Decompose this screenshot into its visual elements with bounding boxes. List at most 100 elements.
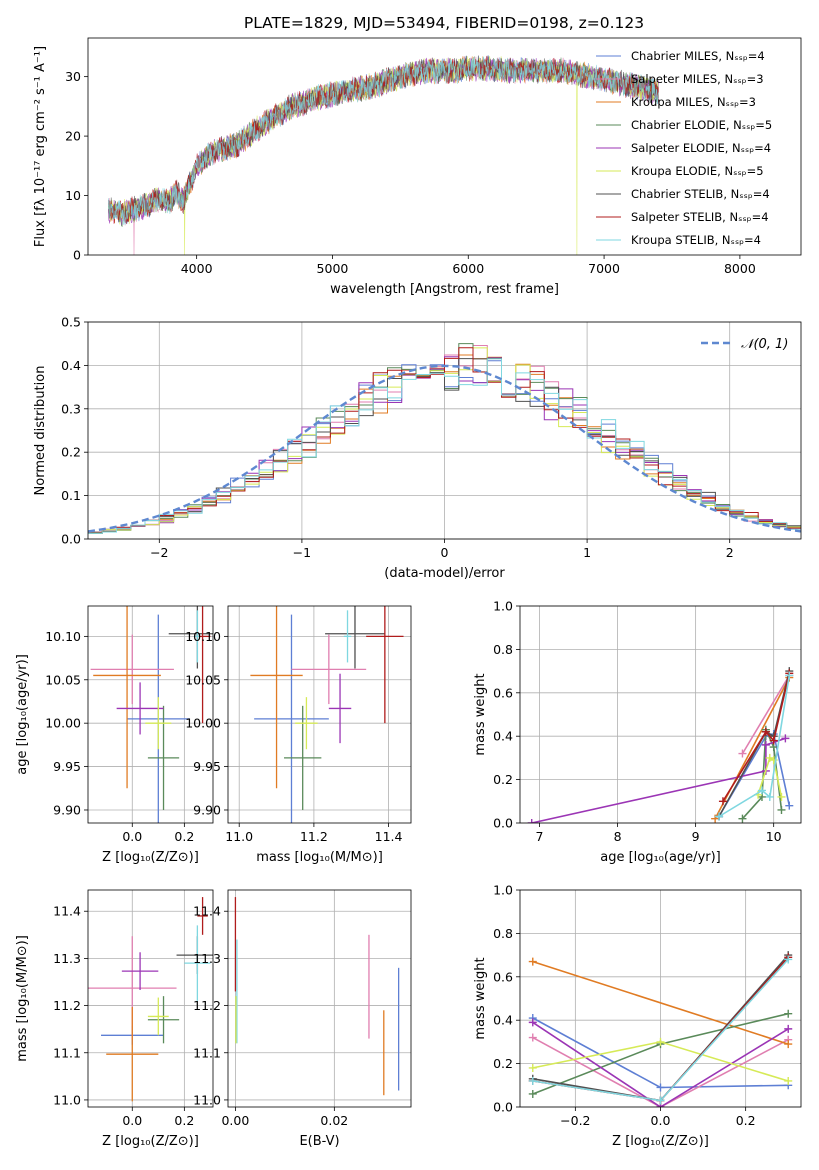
ticks: 11.0 11.2 11.4 9.90 9.95 10.00 10.05 10.10 (185, 629, 402, 844)
plot-area (88, 897, 213, 1102)
x-tick-label: 0.0 (122, 1113, 142, 1128)
y-tick-label: 10.05 (45, 672, 81, 687)
error-bar-point (194, 610, 200, 663)
weight-line (741, 674, 790, 755)
y-tick-label: 30 (65, 69, 81, 84)
axis-frame (87, 889, 214, 1108)
ticks: 4000 5000 6000 7000 8000 0 10 20 30 (65, 69, 756, 276)
ticks: 0.0 0.2 9.90 9.95 10.00 10.05 10.10 (45, 629, 194, 844)
plot-area (90, 606, 213, 823)
legend-label: Salpeter STELIB, Nₛₛₚ=4 (631, 210, 769, 224)
weight-line (718, 732, 791, 817)
y-tick-label: 11.3 (53, 951, 81, 966)
panel-age-vs-mass: 11.0 11.2 11.4 9.90 9.95 10.00 10.05 10.10 mass … (185, 605, 412, 865)
weight-marker (761, 740, 770, 749)
legend-label: Chabrier MILES, Nₛₛₚ=4 (631, 49, 765, 63)
legend-label: Chabrier ELODIE, Nₛₛₚ=5 (631, 118, 772, 132)
weight-line (532, 1021, 789, 1107)
y-tick-label: 0.4 (61, 358, 81, 373)
x-tick-label: 2 (726, 545, 734, 560)
x-axis-label: mass [log₁₀(M/M⊙)] (256, 850, 383, 865)
weight-marker (715, 812, 724, 821)
y-axis-label: mass [log₁₀(M/M⊙)] (15, 935, 30, 1062)
x-axis-label: (data-model)/error (384, 566, 505, 581)
x-tick-label: 8 (614, 829, 622, 844)
weight-line (532, 960, 789, 1045)
plot-area (528, 951, 793, 1107)
weight-line (757, 756, 783, 798)
x-tick-label: 5000 (317, 261, 349, 276)
weight-marker (784, 1009, 793, 1018)
axis-frame (227, 605, 412, 824)
error-bar-point (106, 1006, 159, 1102)
error-bar-point (328, 673, 352, 744)
y-tick-label: 0.1 (61, 488, 81, 503)
error-bar-point (250, 606, 303, 789)
error-bar-point (147, 996, 180, 1044)
x-tick-label: 8000 (724, 261, 756, 276)
ticks: 0.00 0.02 11.0 11.1 11.2 11.3 11.4 (193, 904, 348, 1128)
grid-lines (88, 606, 213, 823)
y-tick-label: 0.4 (493, 1013, 513, 1028)
x-tick-label: 0.02 (320, 1113, 348, 1128)
y-tick-label: 0.6 (493, 969, 513, 984)
panel-mass-vs-ebv: 0.00 0.02 11.0 11.1 11.2 11.3 11.4 E(B-V) (193, 889, 412, 1149)
error-bar-point (116, 682, 164, 735)
y-tick-label: 0.6 (493, 685, 513, 700)
x-tick-label: −1 (293, 545, 311, 560)
weight-marker (528, 1018, 537, 1027)
panel-weight-vs-z: −0.2 0.0 0.2 0.0 0.2 0.4 0.6 0.8 1.0 Z [log₁₀(Z/Z… (473, 883, 802, 1149)
weight-marker (765, 792, 774, 801)
x-axis-label: E(B-V) (299, 1134, 339, 1149)
y-tick-label: 11.0 (193, 1092, 221, 1107)
legend-label: Kroupa MILES, Nₛₛₚ=3 (631, 95, 756, 109)
x-axis-label: wavelength [Angstrom, rest frame] (330, 282, 559, 297)
error-bar-point (90, 634, 174, 705)
y-tick-label: 10.10 (45, 629, 81, 644)
error-bar-point (291, 634, 367, 705)
y-tick-label: 0.0 (493, 1100, 513, 1115)
weight-marker (785, 801, 794, 810)
ticks: 0.0 0.2 11.0 11.1 11.2 11.3 11.4 (53, 904, 194, 1128)
error-bar-point (184, 925, 211, 1001)
panel-weight-vs-age: 7 8 9 10 0.0 0.2 0.4 0.6 0.8 1.0 age [log₁₀(age/yr… (473, 599, 802, 865)
y-tick-label: 0.2 (493, 772, 513, 787)
y-tick-label: 0.2 (61, 445, 81, 460)
x-tick-label: 7 (536, 829, 544, 844)
weight-line (718, 675, 791, 818)
y-tick-label: 1.0 (493, 883, 513, 898)
weight-marker (784, 1024, 793, 1033)
figure-title: PLATE=1829, MJD=53494, FIBERID=0198, z=0… (244, 14, 644, 32)
plot-area (234, 897, 400, 1096)
weight-marker (777, 792, 786, 801)
weight-marker (656, 1096, 665, 1105)
histogram (88, 357, 801, 534)
weight-marker (718, 797, 727, 806)
x-tick-label: 1 (583, 545, 591, 560)
y-tick-label: 10.00 (185, 716, 221, 731)
panel-age-vs-z: 0.0 0.2 9.90 9.95 10.00 10.05 10.10 Z [log₁₀(Z/… (15, 605, 214, 865)
y-tick-label: 0.8 (493, 926, 513, 941)
error-bar-point (284, 705, 322, 810)
error-bar-point (147, 705, 180, 810)
y-tick-label: 0.5 (61, 315, 81, 330)
ticks: −2 −1 0 1 2 0.0 0.1 0.2 0.3 0.4 0.5 (61, 315, 734, 561)
axis-frame (87, 37, 802, 256)
weight-marker (656, 1083, 665, 1092)
y-tick-label: 0 (73, 248, 81, 263)
x-tick-label: 0.2 (736, 1113, 756, 1128)
x-axis-label: Z [log₁₀(Z/Z⊙)] (102, 850, 199, 865)
x-tick-label: −2 (150, 545, 168, 560)
weight-marker (761, 727, 770, 736)
y-tick-label: 11.0 (53, 1092, 81, 1107)
axis-frame (227, 889, 412, 1108)
legend-label: Salpeter MILES, Nₛₛₚ=3 (631, 72, 764, 86)
weight-marker (528, 1089, 537, 1098)
error-bar-point (325, 606, 385, 669)
x-tick-label: 0.2 (174, 1113, 194, 1128)
error-bar-point (295, 697, 318, 750)
error-bar-point (121, 952, 159, 991)
y-tick-label: 0.0 (493, 816, 513, 831)
error-bar-point (254, 614, 329, 823)
